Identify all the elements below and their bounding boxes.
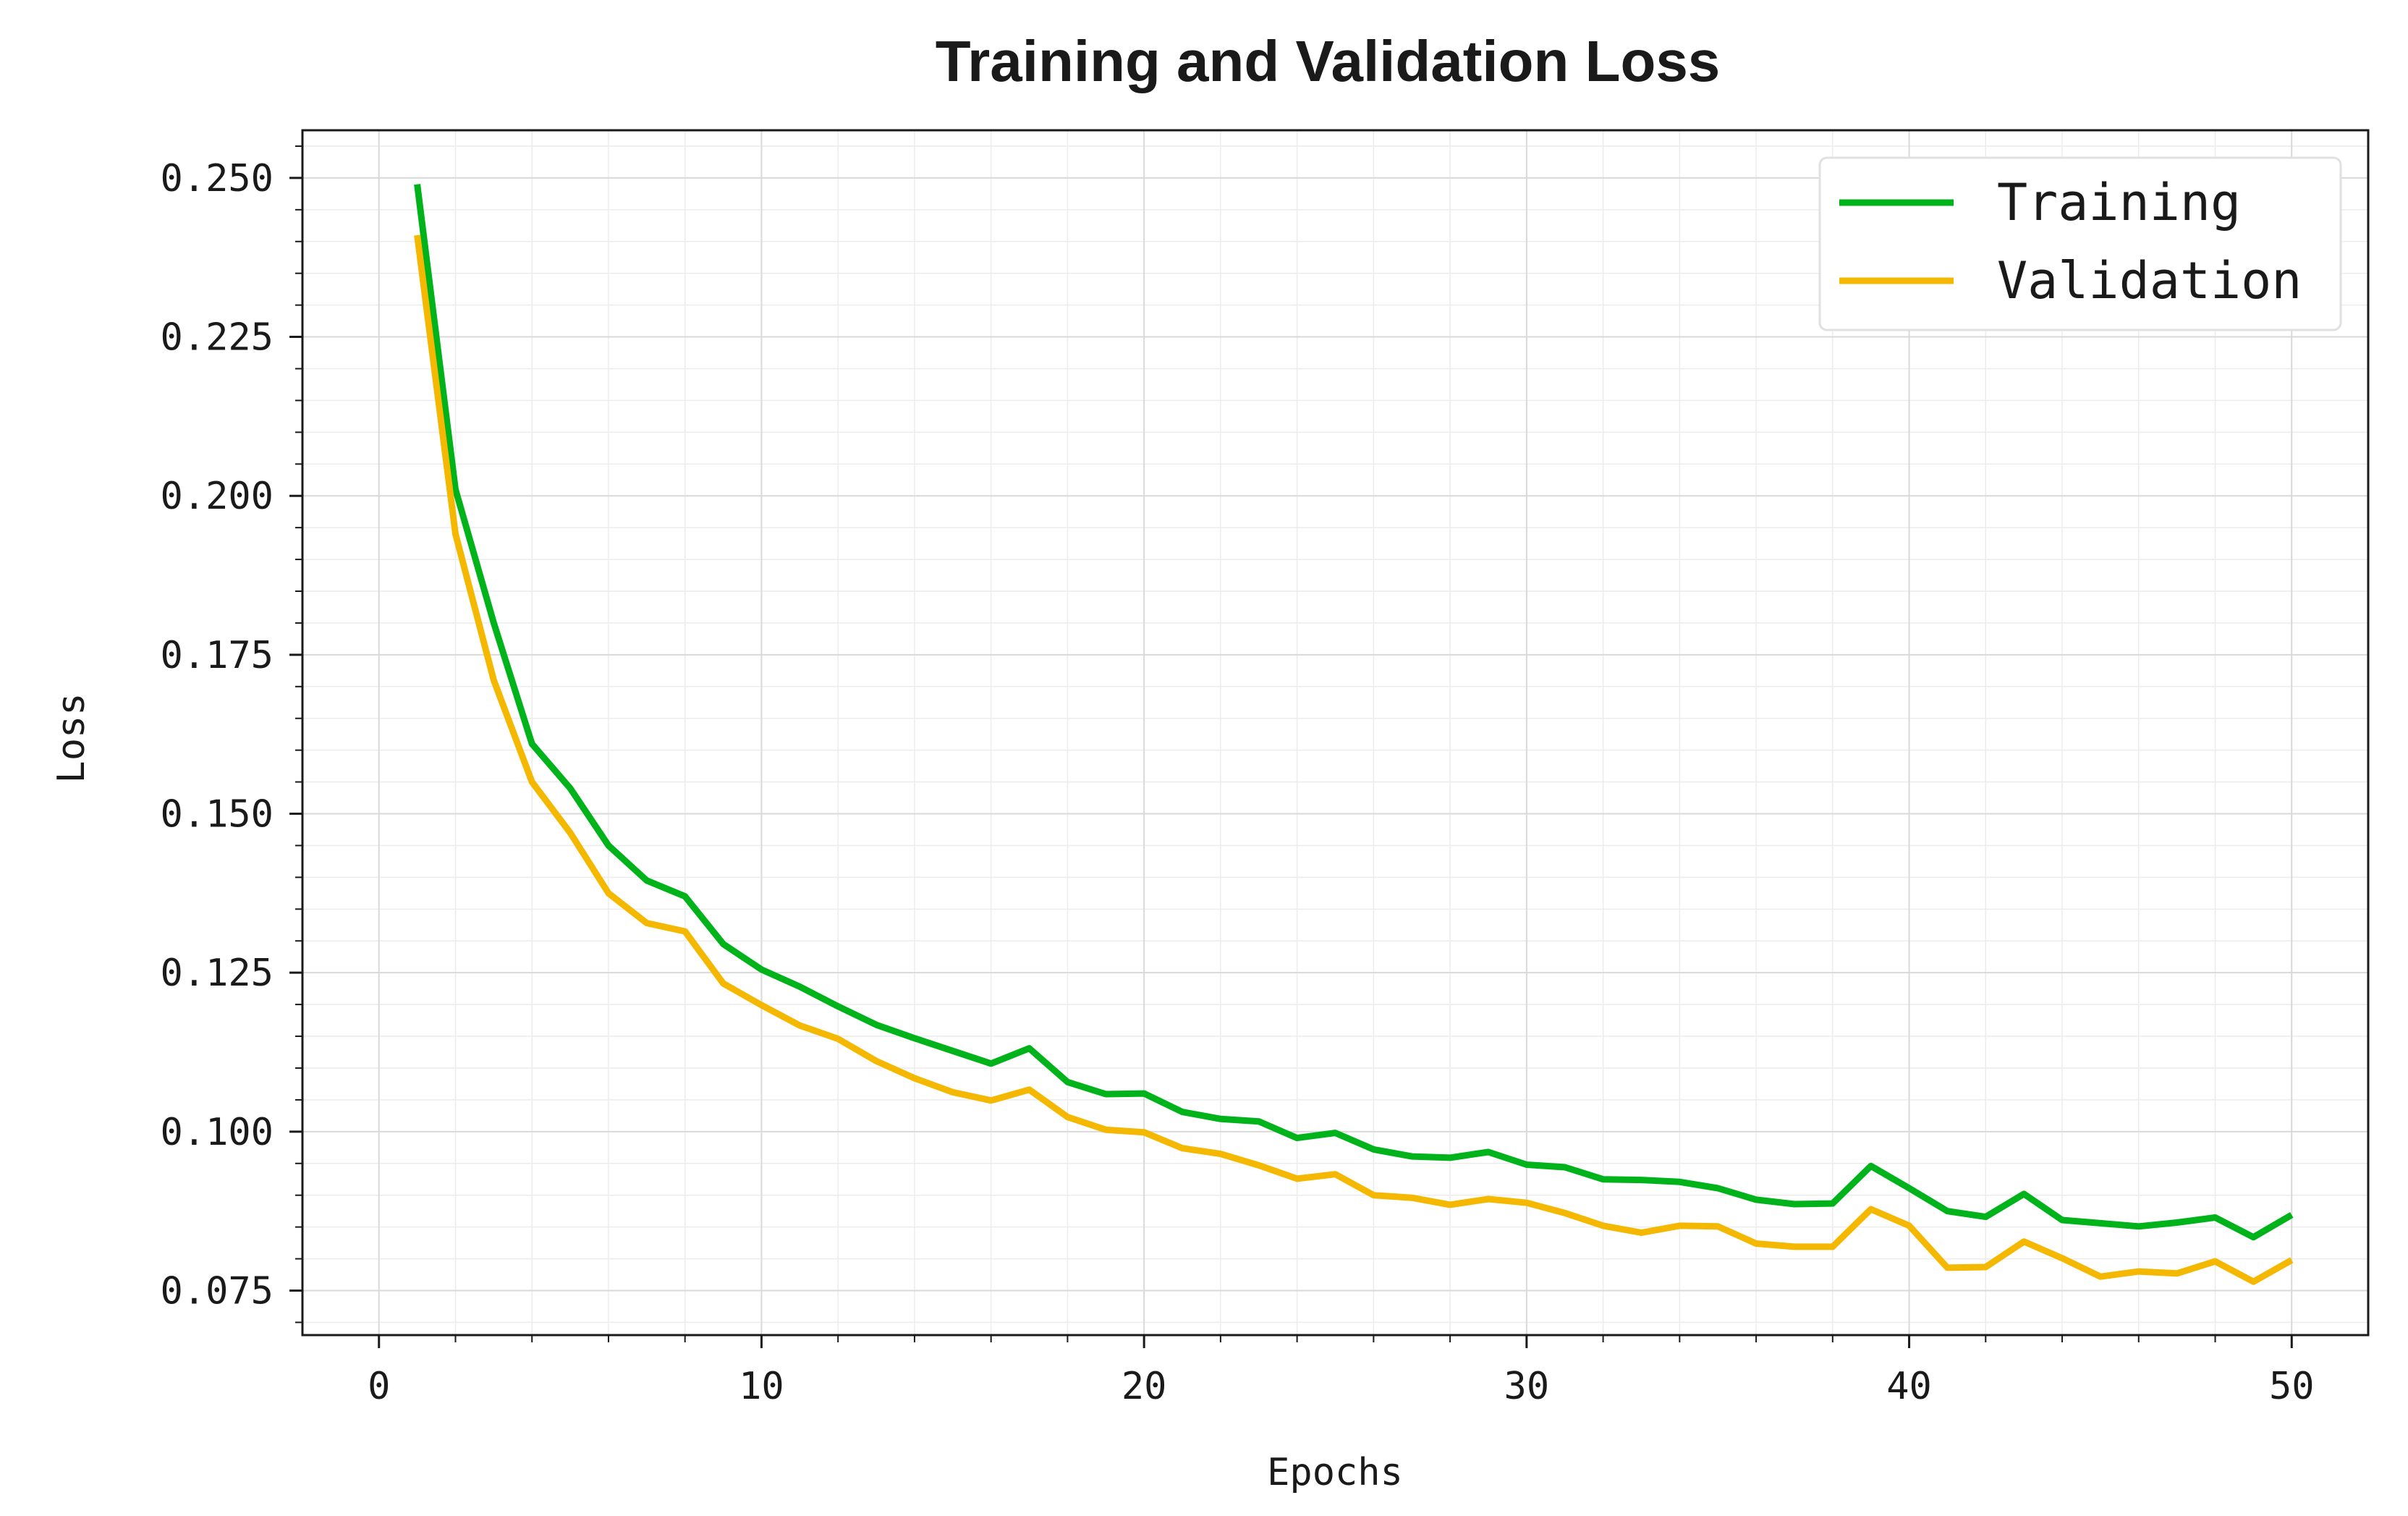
plot-frame (301, 129, 2370, 1337)
chart-title: Training and Validation Loss (936, 29, 1721, 93)
x-axis-label: Epochs (1267, 1451, 1403, 1494)
x-tick-label: 30 (1504, 1365, 1550, 1408)
y-axis-label: Loss (50, 693, 93, 783)
y-tick-labels: 0.075 0.100 0.125 0.150 0.175 0.200 0.225 0.250 (160, 157, 274, 1313)
y-tick-label: 0.100 (160, 1111, 274, 1154)
y-tick-label: 0.225 (160, 316, 274, 360)
y-tick-label: 0.075 (160, 1269, 274, 1313)
y-tick-label: 0.200 (160, 475, 274, 518)
x-tick-label: 10 (739, 1365, 784, 1408)
x-tick-label: 20 (1122, 1365, 1167, 1408)
minor-grid (302, 130, 2368, 1335)
x-tick-label: 40 (1886, 1365, 1932, 1408)
legend-label-training: Training (1997, 173, 2241, 232)
x-tick-label: 0 (368, 1365, 390, 1408)
series-line-training (414, 184, 2294, 1241)
series-layer (414, 184, 2294, 1285)
legend: Training Validation (1818, 156, 2342, 331)
y-tick-label: 0.175 (160, 634, 274, 677)
legend-label-validation: Validation (1997, 251, 2302, 310)
y-tick-label: 0.250 (160, 157, 274, 200)
axis-ticks (289, 145, 2293, 1348)
x-tick-labels: 0 10 20 30 40 50 (368, 1365, 2314, 1408)
series-line-validation (414, 234, 2294, 1285)
y-tick-label: 0.125 (160, 952, 274, 995)
x-tick-label: 50 (2269, 1365, 2315, 1408)
y-tick-label: 0.150 (160, 793, 274, 837)
